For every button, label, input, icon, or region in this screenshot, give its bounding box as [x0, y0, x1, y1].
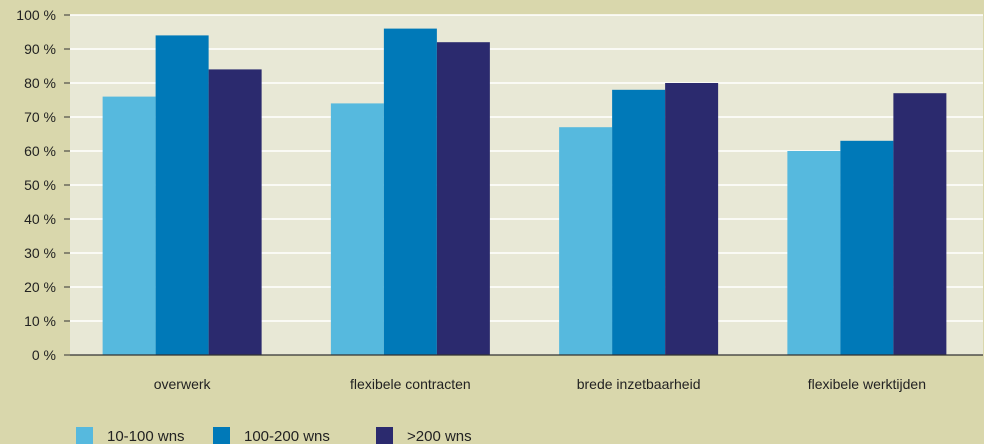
y-tick-label: 30 % [24, 245, 56, 261]
y-tick-label: 60 % [24, 143, 56, 159]
legend: 10-100 wns 100-200 wns >200 wns [76, 427, 472, 444]
legend-label: 10-100 wns [107, 428, 185, 444]
y-axis-ticks: 0 % 10 % 20 % 30 % 40 % 50 % 60 % 70 % 80 % 90 % 1… [16, 7, 70, 363]
y-tick-label: 80 % [24, 75, 56, 91]
y-tick-label: 10 % [24, 313, 56, 329]
y-tick-label: 20 % [24, 279, 56, 295]
bar [102, 96, 156, 355]
bar [330, 103, 384, 356]
y-tick-label: 50 % [24, 177, 56, 193]
legend-swatch [376, 427, 393, 444]
y-tick-label: 40 % [24, 211, 56, 227]
legend-swatch [76, 427, 93, 444]
y-tick-label: 0 % [32, 347, 56, 363]
category-label: brede inzetbaarheid [577, 376, 701, 392]
y-tick-label: 90 % [24, 41, 56, 57]
category-label: flexibele werktijden [808, 376, 926, 392]
legend-label: 100-200 wns [244, 428, 330, 444]
bar [383, 28, 437, 355]
bar [559, 127, 613, 355]
legend-label: >200 wns [407, 428, 472, 444]
y-tick-label: 100 % [16, 7, 56, 23]
bar [612, 89, 666, 356]
bar [665, 83, 719, 355]
bar [893, 93, 947, 355]
category-label: flexibele contracten [350, 376, 471, 392]
y-tick-label: 70 % [24, 109, 56, 125]
bars [102, 28, 947, 356]
bar [436, 42, 490, 355]
bar [840, 140, 894, 355]
bar [787, 151, 841, 355]
category-labels: overwerk flexibele contracten brede inzetb… [154, 376, 926, 392]
bar [155, 35, 209, 356]
category-label: overwerk [154, 376, 212, 392]
legend-swatch [213, 427, 230, 444]
bar [208, 69, 262, 356]
